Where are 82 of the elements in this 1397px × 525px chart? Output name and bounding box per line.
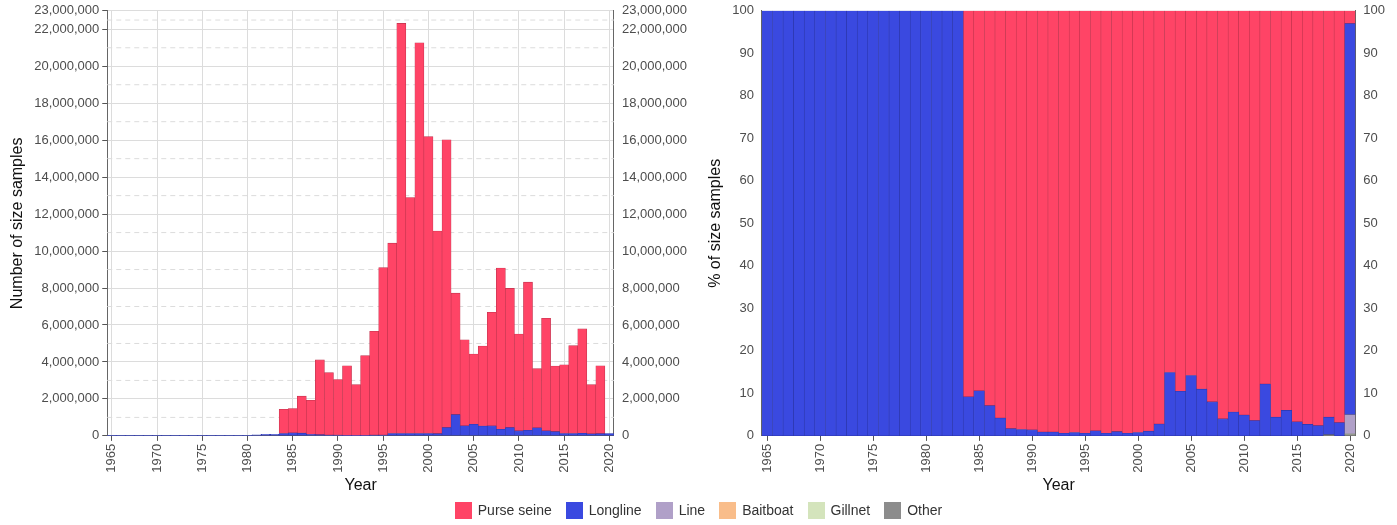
y-tick-label: 100: [732, 2, 754, 18]
y2-tick-label: 10: [1363, 384, 1378, 400]
y-tick-label: 22,000,000: [34, 20, 100, 36]
y2-tick-label: 0: [621, 427, 630, 443]
x-tick-label: 2000: [1129, 443, 1145, 473]
x-tick-label: 2000: [420, 443, 436, 473]
x-tick-label: 1995: [1076, 443, 1092, 473]
y2-tick-label: 90: [1363, 44, 1378, 60]
legend-label: Line: [678, 502, 706, 518]
y2-tick-label: 4,000,000: [621, 353, 680, 369]
y2-tick-label: 80: [1363, 87, 1378, 103]
x-tick-label: 2020: [1341, 443, 1357, 473]
y-tick-label: 80: [739, 87, 754, 103]
y2-tick-label: 6,000,000: [621, 316, 680, 332]
x-tick-label: 2005: [1182, 443, 1198, 473]
y2-tick-label: 40: [1363, 257, 1378, 273]
y-tick-label: 4,000,000: [41, 353, 100, 369]
y-tick-label: 10: [739, 384, 754, 400]
y2-tick-label: 70: [1363, 129, 1378, 145]
y-tick-label: 18,000,000: [34, 94, 100, 110]
y2-tick-label: 18,000,000: [621, 94, 688, 110]
x-tick-label: 1980: [239, 443, 255, 473]
y2-tick-label: 14,000,000: [621, 168, 688, 184]
x-tick-label: 2010: [1235, 443, 1251, 473]
y2-tick-label: 60: [1363, 172, 1378, 188]
y-tick-label: 2,000,000: [41, 390, 100, 406]
y2-tick-label: 50: [1363, 214, 1378, 230]
y2-tick-label: 16,000,000: [621, 131, 688, 147]
x-tick-label: 1990: [1023, 443, 1039, 473]
y-tick-label: 70: [739, 129, 754, 145]
x-tick-label: 1975: [193, 443, 209, 473]
legend-label: Gillnet: [830, 502, 871, 518]
y-axis-title: % of size samples: [706, 158, 724, 288]
x-tick-label: 1985: [284, 443, 300, 473]
y2-tick-label: 22,000,000: [621, 20, 688, 36]
y-tick-label: 20,000,000: [34, 57, 100, 73]
x-tick-label: 1965: [103, 443, 119, 473]
y2-tick-label: 0: [1363, 427, 1371, 443]
x-tick-label: 1995: [374, 443, 390, 473]
y2-tick-label: 8,000,000: [621, 279, 680, 295]
y-tick-label: 12,000,000: [34, 205, 100, 221]
x-tick-label: 2015: [555, 443, 571, 473]
y-axis-title: Number of size samples: [8, 137, 26, 310]
x-tick-label: 1970: [148, 443, 164, 473]
y-tick-label: 0: [746, 427, 754, 443]
y2-tick-label: 20: [1363, 342, 1378, 358]
y2-tick-label: 100: [1363, 2, 1386, 18]
y2-tick-label: 2,000,000: [621, 390, 680, 406]
y2-tick-label: 12,000,000: [621, 205, 688, 221]
y-tick-label: 90: [739, 44, 754, 60]
y-tick-label: 40: [739, 257, 754, 273]
legend-label: Purse seine: [477, 502, 552, 518]
y-tick-label: 30: [739, 299, 754, 315]
legend-label: Other: [907, 502, 943, 518]
y-tick-label: 50: [739, 214, 754, 230]
y-tick-label: 14,000,000: [34, 168, 100, 184]
x-tick-label: 2010: [510, 443, 526, 473]
x-tick-label: 1980: [917, 443, 933, 473]
y-tick-label: 23,000,000: [34, 2, 100, 18]
x-tick-label: 1970: [811, 443, 827, 473]
y2-tick-label: 10,000,000: [621, 242, 688, 258]
y-tick-label: 0: [92, 427, 100, 443]
y-tick-label: 8,000,000: [41, 279, 100, 295]
y-tick-label: 6,000,000: [41, 316, 100, 332]
x-tick-label: 1985: [970, 443, 986, 473]
y2-tick-label: 20,000,000: [621, 57, 688, 73]
y2-tick-label: 23,000,000: [621, 2, 688, 18]
x-tick-label: 2015: [1288, 443, 1304, 473]
y2-tick-label: 30: [1363, 299, 1378, 315]
x-axis-title: Year: [1042, 475, 1076, 493]
x-tick-label: 2005: [465, 443, 481, 473]
y-tick-label: 16,000,000: [34, 131, 100, 147]
x-axis-title: Year: [344, 475, 378, 493]
y-tick-label: 10,000,000: [34, 242, 100, 258]
y-tick-label: 20: [739, 342, 754, 358]
x-tick-label: 1975: [864, 443, 880, 473]
x-tick-label: 1965: [758, 443, 774, 473]
legend-label: Baitboat: [742, 502, 794, 518]
y-tick-label: 60: [739, 172, 754, 188]
x-tick-label: 1990: [329, 443, 345, 473]
x-tick-label: 2020: [600, 443, 616, 473]
legend-label: Longline: [588, 502, 642, 518]
